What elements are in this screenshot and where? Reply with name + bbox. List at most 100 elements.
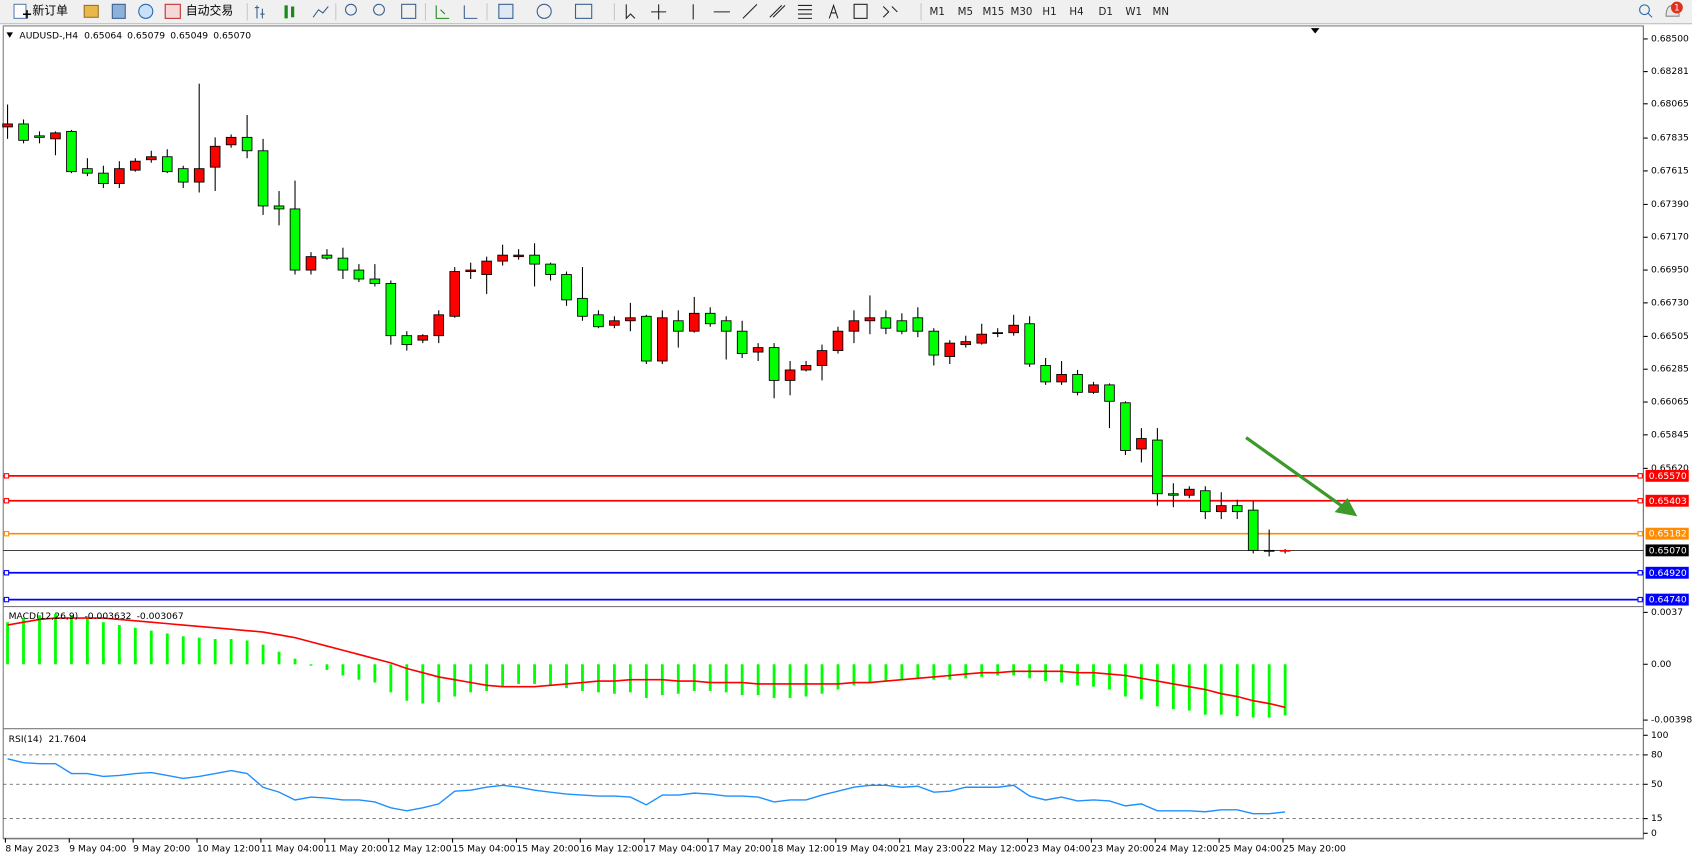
icon-zoom-in[interactable] [344,3,357,16]
y-tick-label: 0.0037 [1651,607,1683,618]
rsi-name: RSI(14) [9,733,43,744]
y-tick-label: 80 [1651,749,1663,760]
plot: 0.68500 0.68281 0.68065 0.67835 0.67615 0.673… [2,33,1692,855]
price-tag [1645,469,1689,482]
price-tag [1645,494,1689,507]
line-handle [3,530,10,537]
x-tick-label: 9 May 04:00 [69,844,126,855]
icon[interactable] [83,4,99,18]
candle-body [1040,365,1051,383]
chart-window [2,25,1644,839]
y-tick-label: 0 [1651,828,1657,839]
candle-body [18,123,29,141]
candle-body [1056,374,1067,383]
candle-body [672,320,684,332]
icon-fibo[interactable] [797,4,812,19]
candle-body [465,269,476,272]
icon-cursor[interactable] [625,4,636,20]
x-tick-label: 25 May 20:00 [1283,844,1346,855]
x-tick-label: 22 May 12:00 [964,844,1027,855]
icon-candles[interactable] [284,5,295,19]
x-tick-label: 12 May 12:00 [389,844,452,855]
candle-body [98,172,109,185]
y-tick-label: 0.66505 [1651,331,1689,342]
icon-arrows[interactable] [882,6,898,18]
price-tag [1645,566,1689,579]
candle-body [545,263,556,275]
timeframe-button[interactable]: M30 [1011,6,1033,18]
candle-body [1120,402,1131,451]
timeframe-button[interactable]: MN [1152,6,1169,18]
candle-body [1231,505,1243,513]
x-tick-label: 9 May 20:00 [133,844,190,855]
candle-body [848,320,860,332]
icon-tile[interactable] [401,3,417,19]
candle-body [193,168,205,183]
icon-channel[interactable] [769,5,786,18]
icon-line[interactable] [312,6,329,18]
icon-crosshair[interactable] [651,4,667,20]
timeframe-button[interactable]: D1 [1098,6,1112,18]
candle-body [353,269,365,280]
icon-zoom-out[interactable] [373,3,385,16]
icon-search[interactable] [1639,4,1650,16]
icon-templates[interactable] [574,3,593,19]
y-tick-label: 0.67390 [1651,199,1689,210]
candle-body [800,365,812,371]
icon-shift[interactable] [463,5,478,19]
candle-body [976,333,988,344]
y-tick-label: 0.68281 [1651,66,1689,77]
candle-body [657,317,668,362]
line-handle [1637,473,1643,479]
icon-bars[interactable] [254,5,265,19]
candle-body [1104,384,1115,402]
price-tag-label: 0.65570 [1649,471,1687,482]
ohlc-high: 0.65079 [127,30,165,41]
icon-scroll[interactable] [435,5,450,19]
candle-body [273,205,285,210]
candle-body [768,347,780,381]
candle-body [641,315,652,362]
candle-body [433,314,445,337]
icon-periods[interactable] [536,3,552,19]
candle-body [34,135,45,138]
candle-body [1072,374,1083,393]
candle-body [161,156,173,173]
price-tag-label: 0.64920 [1649,568,1687,579]
icon-trendline[interactable] [742,3,758,19]
shift-marker[interactable] [1310,28,1320,34]
candle-body [1200,490,1211,513]
icon-label[interactable] [853,3,868,19]
timeframe-button[interactable]: M15 [982,6,1004,18]
candle-body [257,150,269,207]
candle-body [928,330,940,356]
candle-body [1215,505,1227,513]
auto-trading-button[interactable]: 自动交易 [164,3,233,19]
price-tag-label: 0.65182 [1649,529,1687,540]
new-order-button[interactable]: + 新订单 [13,3,68,23]
candle-body [1184,488,1195,496]
icon[interactable] [138,3,154,19]
auto-trading-label: 自动交易 [186,3,233,17]
candle-body [50,132,61,140]
timeframe-button[interactable]: M5 [958,6,973,18]
candle-body [369,278,381,284]
timeframe-button[interactable]: W1 [1125,6,1142,18]
candle-body [497,254,508,262]
timeframe-button[interactable]: H4 [1069,6,1083,18]
candle-body [130,160,141,171]
y-tick-label: 0.67170 [1651,232,1689,243]
timeframe-button[interactable]: H1 [1042,6,1056,18]
candle-body [1136,438,1147,450]
icon[interactable] [111,3,126,19]
macd-header: MACD(12,26,9) -0.003632 -0.003067 [9,610,184,621]
line-handle [3,473,10,479]
x-tick-label: 8 May 2023 [5,844,59,855]
candle-body [784,369,796,381]
line-handle [1637,530,1643,537]
icon-indicators[interactable] [498,3,514,19]
timeframe-button[interactable]: M1 [930,6,945,18]
icon-text[interactable] [828,3,839,19]
y-tick-label: 0.00 [1651,659,1672,670]
candle-body [2,123,13,128]
